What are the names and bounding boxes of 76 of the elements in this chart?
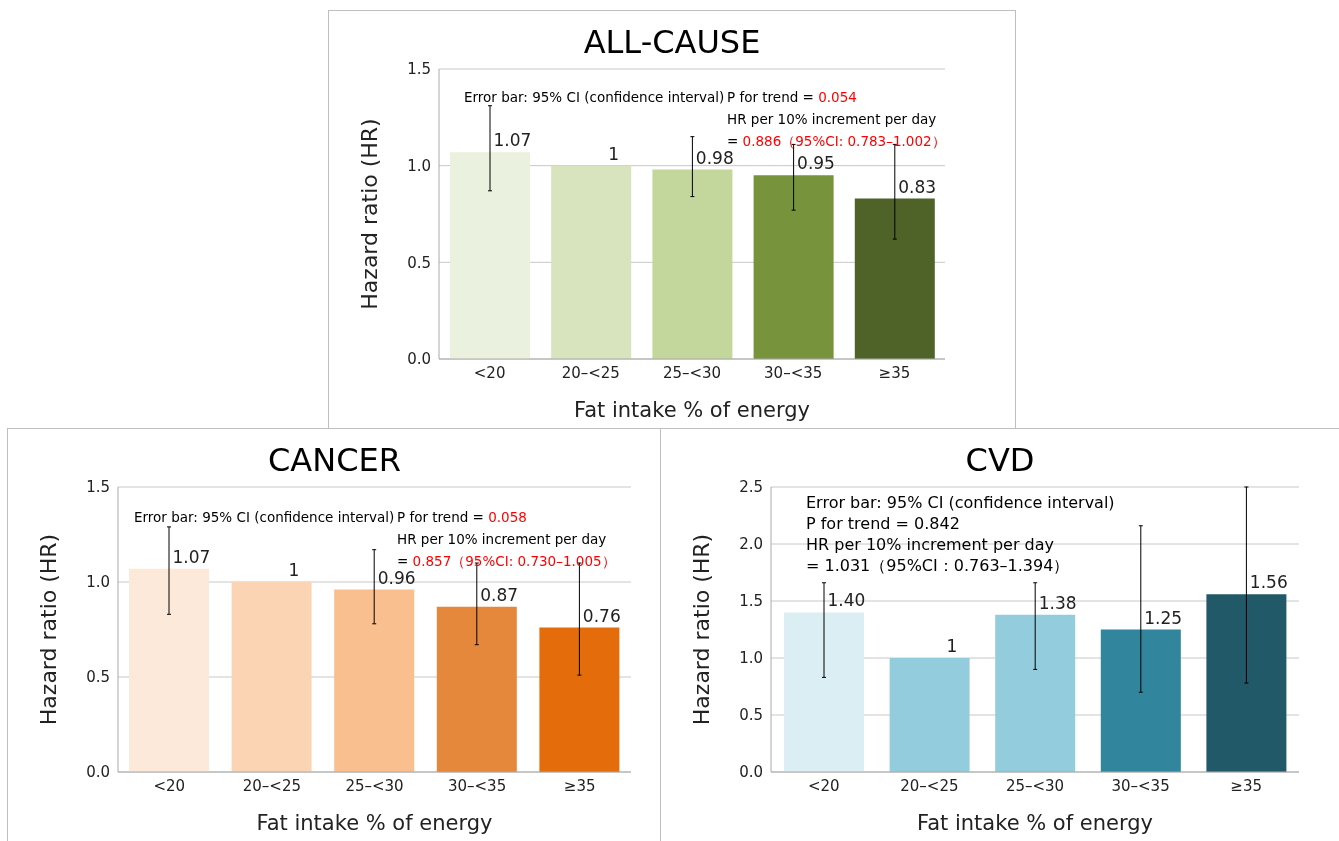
- y-tick-label: 1.5: [407, 60, 431, 79]
- x-tick-label: ≥35: [878, 363, 911, 382]
- x-tick-label: 25–<30: [1005, 776, 1065, 795]
- y-tick-label: 0.0: [86, 763, 110, 782]
- data-label: 1: [608, 143, 620, 164]
- bar: [334, 589, 415, 772]
- data-label: 0.87: [480, 584, 519, 605]
- y-axis-title: Hazard ratio (HR): [356, 118, 382, 310]
- data-label: 0.83: [898, 176, 937, 197]
- y-tick-label: 1.0: [739, 649, 763, 668]
- annotation: P for trend = 0.058: [397, 509, 527, 525]
- y-axis-title: Hazard ratio (HR): [688, 533, 714, 726]
- x-tick-label: 20–<25: [242, 776, 302, 795]
- x-tick-label: 30–<35: [1111, 776, 1170, 795]
- y-tick-label: 0.0: [739, 763, 763, 782]
- data-label: 1.07: [493, 130, 532, 151]
- x-tick-label: ≥35: [1230, 776, 1263, 795]
- x-tick-label: 20–<25: [561, 363, 620, 382]
- bar: [129, 568, 209, 772]
- annotation: HR per 10% increment per day: [397, 531, 607, 547]
- x-tick-label: 25–<30: [662, 363, 722, 382]
- y-tick-label: 2.0: [739, 535, 763, 554]
- bar: [784, 612, 864, 772]
- bar: [551, 165, 632, 359]
- bar: [995, 614, 1076, 772]
- data-label: 1: [288, 560, 300, 580]
- bar: [1100, 629, 1181, 772]
- data-label: 1.40: [827, 590, 866, 611]
- x-axis-title: Fat intake % of energy: [256, 811, 493, 835]
- bar: [231, 582, 312, 772]
- x-tick-label: <20: [807, 776, 840, 795]
- annotation: Error bar: 95% CI (confidence interval): [806, 493, 1115, 512]
- y-tick-label: 2.5: [739, 478, 763, 497]
- x-tick-label: 30–<35: [447, 776, 507, 795]
- bar: [889, 658, 970, 772]
- bar: [652, 169, 733, 359]
- data-label: 0.95: [797, 153, 835, 174]
- y-tick-label: 0.5: [407, 253, 431, 272]
- annotation: P for trend = 0.842: [806, 514, 960, 533]
- data-label: 1.25: [1144, 607, 1183, 628]
- chart-title: ALL-CAUSE: [582, 23, 762, 61]
- y-axis-title: Hazard ratio (HR): [35, 533, 61, 726]
- annotation: Error bar: 95% CI (confidence interval): [464, 89, 725, 105]
- y-tick-label: 0.5: [86, 668, 110, 687]
- y-tick-label: 0.0: [407, 350, 431, 369]
- chart-title: CVD: [964, 441, 1036, 479]
- bar: [539, 627, 620, 772]
- x-tick-label: <20: [153, 776, 186, 795]
- x-tick-label: <20: [473, 363, 506, 382]
- x-axis-title: Fat intake % of energy: [574, 398, 810, 422]
- data-label: 1: [946, 636, 958, 656]
- data-label: 0.76: [582, 605, 621, 626]
- data-label: 1.38: [1038, 592, 1077, 613]
- annotation: = 1.031（95%CI：0.763–1.394）: [806, 556, 1070, 577]
- annotation: Error bar: 95% CI (confidence interval): [134, 509, 395, 525]
- bar: [854, 198, 935, 359]
- y-tick-label: 1.5: [739, 592, 763, 611]
- y-tick-label: 1.5: [86, 478, 110, 497]
- y-tick-label: 1.0: [407, 156, 431, 175]
- y-tick-label: 1.0: [86, 573, 110, 592]
- data-label: 1.07: [172, 546, 211, 567]
- x-tick-label: 30–<35: [764, 363, 823, 382]
- x-axis-title: Fat intake % of energy: [917, 811, 1153, 835]
- bar: [753, 175, 834, 359]
- y-tick-label: 0.5: [739, 706, 763, 725]
- annotation: HR per 10% increment per day: [806, 535, 1055, 554]
- x-tick-label: ≥35: [563, 776, 596, 795]
- annotation: HR per 10% increment per day: [727, 111, 937, 127]
- data-label: 1.56: [1249, 572, 1288, 593]
- bar: [1206, 594, 1287, 772]
- annotation: P for trend = 0.054: [727, 89, 857, 105]
- x-tick-label: 25–<30: [345, 776, 404, 795]
- bar: [450, 152, 530, 359]
- x-tick-label: 20–<25: [900, 776, 959, 795]
- bar: [436, 606, 517, 772]
- chart-title: CANCER: [267, 441, 402, 479]
